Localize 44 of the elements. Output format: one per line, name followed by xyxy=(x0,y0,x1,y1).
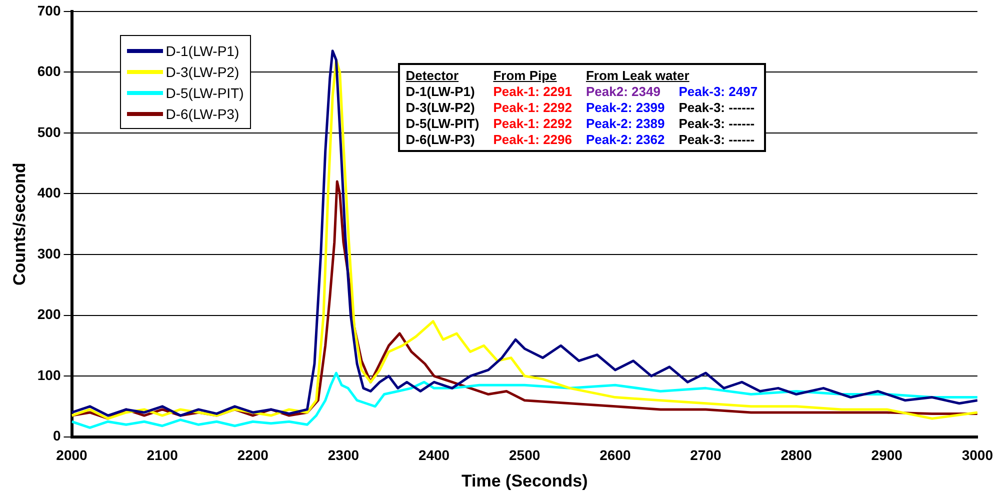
y-tick-label: 100 xyxy=(37,366,61,383)
annotation: From Pipe xyxy=(493,68,558,84)
x-tick-label: 2100 xyxy=(146,447,178,464)
y-tick-label: 300 xyxy=(37,245,61,262)
legend-label: D-1(LW-P1) xyxy=(166,42,240,59)
y-tick-label: 200 xyxy=(37,306,61,322)
x-tick-label: 2500 xyxy=(509,447,540,464)
x-tick-label: 2300 xyxy=(328,447,360,464)
y-tick-label: 700 xyxy=(37,2,61,18)
x-tick-label: 2200 xyxy=(237,447,269,464)
x-tick-label: 2400 xyxy=(418,447,450,464)
annotation: Peak-2: 2362 xyxy=(586,132,665,148)
x-tick-label: 2900 xyxy=(871,447,903,464)
annotation: Detector xyxy=(406,68,460,84)
annotation: Peak-1: 2292 xyxy=(493,116,572,132)
annotation: From Leak water xyxy=(586,68,690,84)
y-tick-label: 600 xyxy=(37,63,61,80)
y-tick-label: 400 xyxy=(37,184,61,201)
annotation: Peak-3: 2497 xyxy=(678,84,758,100)
y-tick-label: 0 xyxy=(52,428,61,444)
x-tick-label: 2700 xyxy=(690,447,722,464)
x-tick-label: 2800 xyxy=(780,447,812,464)
annotation: D-3(LW-P2) xyxy=(406,100,476,116)
annotation: D-6(LW-P3) xyxy=(406,132,476,148)
annotation: Peak-3: ------ xyxy=(678,132,756,148)
legend-label: D-5(LW-PIT) xyxy=(166,84,244,101)
annotation: Peak2: 2349 xyxy=(586,84,662,100)
y-tick-label: 500 xyxy=(37,124,61,140)
annotation: Peak-1: 2292 xyxy=(493,100,572,116)
x-axis-title: Time (Seconds) xyxy=(461,471,588,490)
annotation: Peak-3: ------ xyxy=(678,116,756,132)
x-tick-label: 3000 xyxy=(962,447,994,464)
y-axis-title: Counts/second xyxy=(10,162,29,286)
annotation: Peak-2: 2399 xyxy=(586,100,665,116)
annotation: Peak-1: 2291 xyxy=(493,84,572,100)
annotation: D-1(LW-P1) xyxy=(406,84,476,100)
x-tick-label: 2000 xyxy=(56,447,88,464)
annotation: Peak-3: ------ xyxy=(678,100,756,116)
x-tick-label: 2600 xyxy=(600,447,631,464)
legend-label: D-3(LW-P2) xyxy=(166,64,240,80)
annotation: D-5(LW-PIT) xyxy=(406,116,480,132)
annotation: Peak-2: 2389 xyxy=(586,116,665,132)
legend-label: D-6(LW-P3) xyxy=(166,106,240,122)
annotation: Peak-1: 2296 xyxy=(493,132,572,148)
